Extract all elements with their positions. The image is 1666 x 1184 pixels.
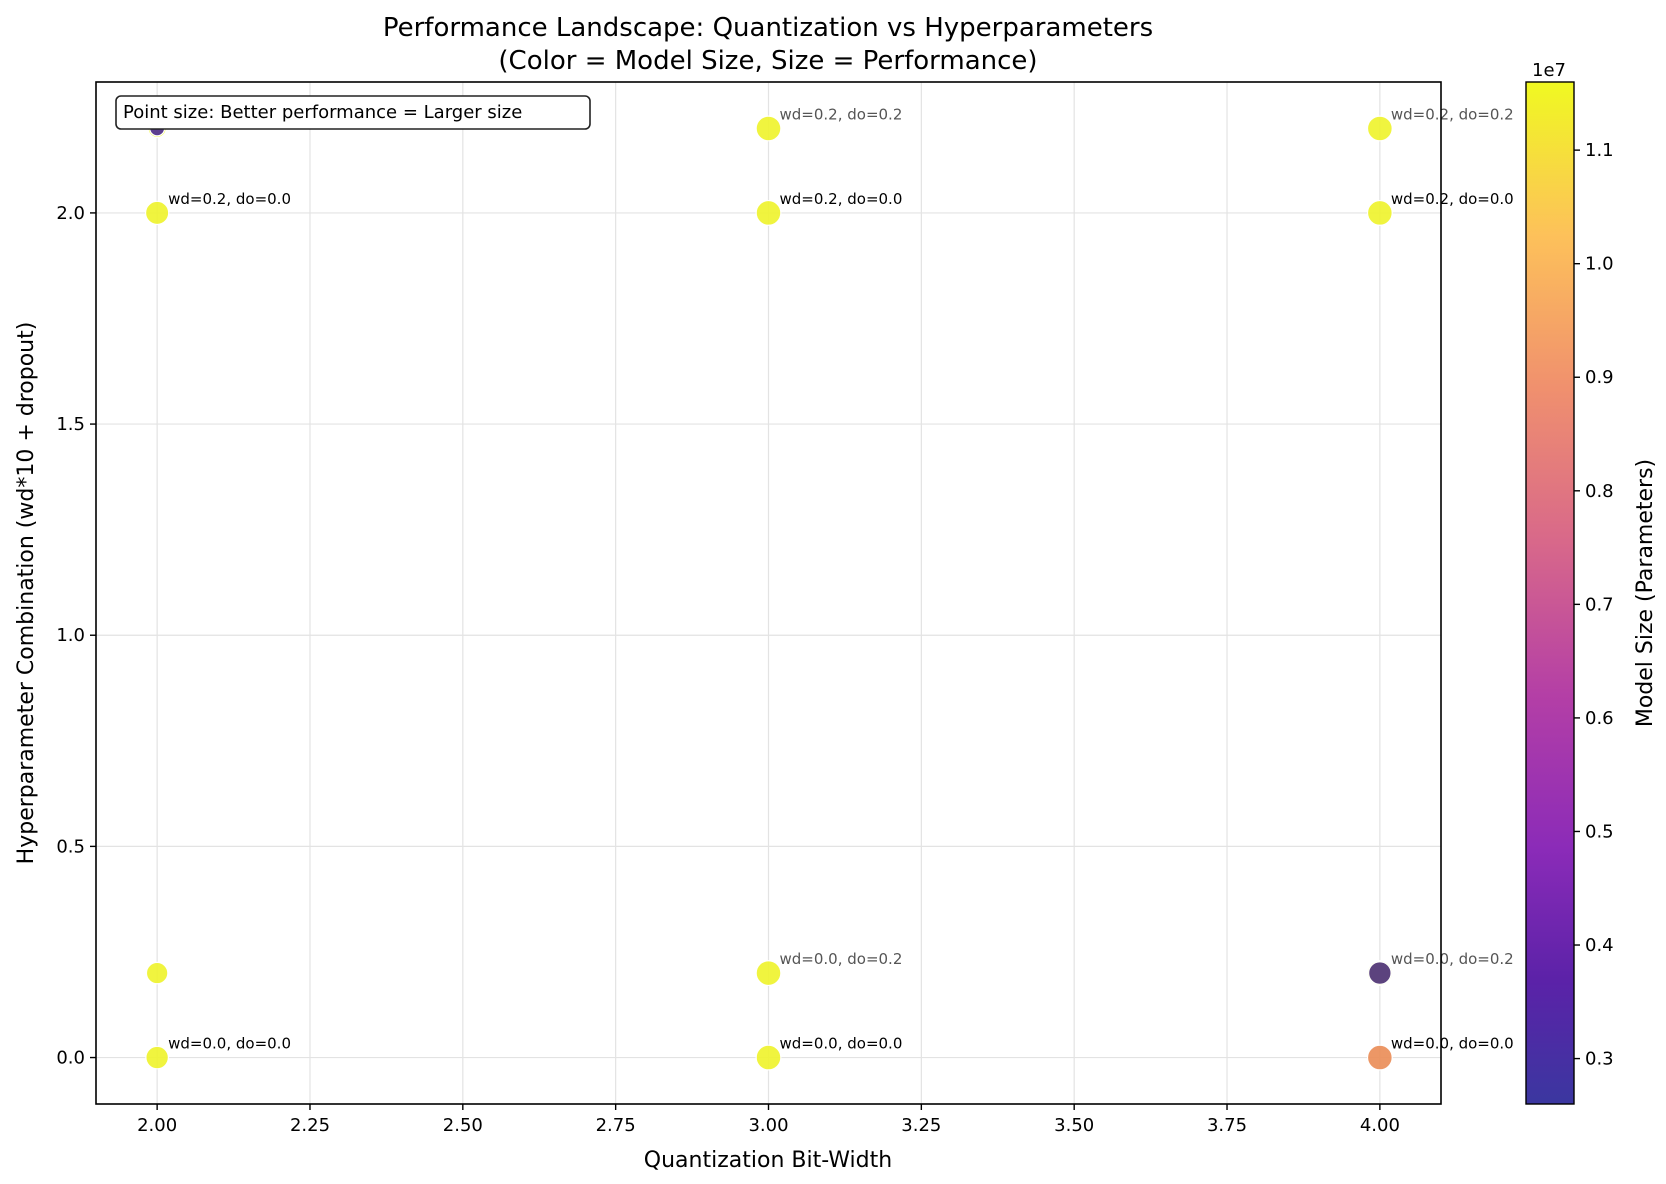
colorbar-tick-label: 0.9 — [1585, 367, 1614, 388]
y-tick-label: 0.0 — [56, 1048, 85, 1069]
x-tick-label: 3.75 — [1207, 1115, 1247, 1136]
colorbar-tick-label: 0.3 — [1585, 1049, 1614, 1070]
chart-title: Performance Landscape: Quantization vs H… — [383, 13, 1153, 43]
y-tick-label: 0.5 — [56, 836, 85, 857]
y-tick-label: 2.0 — [56, 203, 85, 224]
annotation-box: Point size: Better performance = Larger … — [116, 96, 590, 129]
x-tick-label: 3.00 — [748, 1115, 788, 1136]
x-tick-label: 2.25 — [290, 1115, 330, 1136]
point-label: wd=0.0, do=0.2 — [1391, 950, 1514, 968]
point-labels: wd=0.2, do=0.0 wd=0.0, do=0.0 wd=0.2, do=0… — [168, 105, 1514, 1052]
scatter-point — [1368, 116, 1393, 141]
x-tick-label: 2.50 — [443, 1115, 483, 1136]
scatter-point — [756, 961, 781, 986]
y-tick-label: 1.5 — [56, 414, 85, 435]
x-tick-label: 3.25 — [901, 1115, 941, 1136]
colorbar-tick-label: 0.7 — [1585, 594, 1614, 615]
colorbar-tick-label: 0.5 — [1585, 821, 1614, 842]
point-label: wd=0.2, do=0.0 — [780, 190, 903, 208]
colorbar-tick-label: 0.6 — [1585, 708, 1614, 729]
colorbar-tick-label: 0.8 — [1585, 481, 1614, 502]
colorbar-ticks: 0.3 0.4 0.5 0.6 0.7 0.8 0.9 1.0 1.1 — [1574, 140, 1614, 1069]
scatter-point — [146, 962, 167, 983]
scatter-point — [1368, 201, 1393, 226]
x-axis-ticks: 2.00 2.25 2.50 2.75 3.00 3.25 3.50 3.75 4.00 — [137, 1104, 1400, 1136]
colorbar-tick-label: 1.1 — [1585, 140, 1614, 161]
scatter-point — [756, 201, 781, 226]
x-axis-label: Quantization Bit-Width — [644, 1148, 892, 1173]
x-tick-label: 2.00 — [137, 1115, 177, 1136]
point-label: wd=0.2, do=0.2 — [1391, 105, 1514, 123]
colorbar-tick-label: 1.0 — [1585, 254, 1614, 275]
annotation-text: Point size: Better performance = Larger … — [123, 102, 522, 123]
y-axis-ticks: 0.0 0.5 1.0 1.5 2.0 — [56, 203, 96, 1069]
colorbar-label: Model Size (Parameters) — [1633, 459, 1658, 727]
point-label: wd=0.0, do=0.0 — [168, 1035, 291, 1053]
point-label: wd=0.2, do=0.0 — [168, 190, 291, 208]
scatter-point — [756, 1045, 781, 1070]
colorbar: 0.3 0.4 0.5 0.6 0.7 0.8 0.9 1.0 1.1 1e7 Model Si… — [1526, 60, 1658, 1104]
y-tick-label: 1.0 — [56, 625, 85, 646]
scatter-point — [1368, 1045, 1393, 1070]
scatter-point — [1369, 962, 1392, 985]
point-label: wd=0.2, do=0.0 — [1391, 190, 1514, 208]
point-label: wd=0.0, do=0.0 — [1391, 1035, 1514, 1053]
scatter-point — [146, 1046, 169, 1069]
chart-subtitle: (Color = Model Size, Size = Performance) — [498, 46, 1037, 76]
colorbar-gradient — [1526, 82, 1574, 1104]
point-label: wd=0.2, do=0.2 — [780, 105, 903, 123]
y-axis-label: Hyperparameter Combination (wd*10 + drop… — [14, 322, 39, 865]
scatter-point — [756, 116, 781, 141]
colorbar-offset-text: 1e7 — [1532, 60, 1566, 81]
x-tick-label: 2.75 — [596, 1115, 636, 1136]
scatter-point — [146, 201, 169, 224]
x-tick-label: 3.50 — [1054, 1115, 1094, 1136]
colorbar-tick-label: 0.4 — [1585, 935, 1614, 956]
point-label: wd=0.0, do=0.0 — [780, 1035, 903, 1053]
x-tick-label: 4.00 — [1360, 1115, 1400, 1136]
point-label: wd=0.0, do=0.2 — [780, 950, 903, 968]
grid-lines — [96, 82, 1441, 1104]
